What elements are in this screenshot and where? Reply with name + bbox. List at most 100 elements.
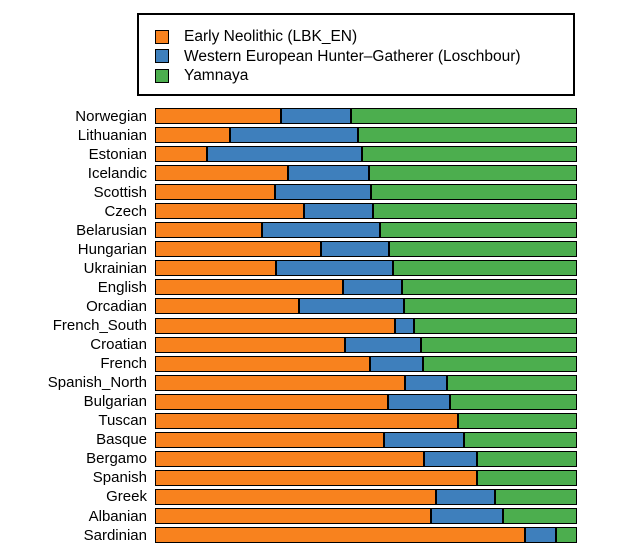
bar-segment-yamnaya (475, 451, 576, 466)
category-label: Orcadian (86, 297, 147, 315)
bar-segment-early-neolithic (156, 128, 229, 143)
bar-segment-early-neolithic (156, 528, 525, 543)
bar-segment-whg-loschbour (422, 451, 476, 466)
stacked-bar (155, 393, 577, 410)
bar-row: Spanish (0, 468, 625, 487)
stacked-bar (155, 184, 577, 201)
bar-segment-yamnaya (357, 128, 576, 143)
stacked-bar (155, 298, 577, 315)
category-label: Scottish (93, 183, 147, 201)
category-label: Lithuanian (77, 126, 147, 144)
stacked-bar (155, 127, 577, 144)
stacked-bar (155, 260, 577, 277)
bar-segment-whg-loschbour (344, 337, 420, 352)
bar-row: Bergamo (0, 449, 625, 468)
category-label: French_South (52, 317, 147, 335)
bar-row: Albanian (0, 506, 625, 525)
bar-segment-yamnaya (501, 509, 576, 523)
stacked-bar (155, 165, 577, 182)
bar-row: Icelandic (0, 164, 625, 183)
bar-row: Bulgarian (0, 392, 625, 411)
bar-segment-yamnaya (369, 185, 576, 200)
category-label: Hungarian (77, 240, 147, 258)
category-label: Sardinian (83, 526, 147, 544)
category-label: Ukrainian (83, 259, 147, 277)
stacked-bar (155, 412, 577, 429)
bar-row: Croatian (0, 335, 625, 354)
category-label: Greek (106, 488, 147, 506)
stacked-bar (155, 108, 577, 125)
bar-segment-yamnaya (554, 528, 576, 543)
bar-segment-early-neolithic (156, 109, 281, 124)
bar-segment-yamnaya (371, 204, 576, 219)
legend-swatch-yamnaya (155, 68, 169, 83)
legend: Early Neolithic (LBK_EN) Western European… (137, 13, 575, 96)
bar-row: Sardinian (0, 526, 625, 545)
category-label: Basque (96, 431, 147, 449)
stacked-bar (155, 508, 577, 524)
bar-segment-whg-loschbour (298, 299, 403, 314)
bar-row: Hungarian (0, 240, 625, 259)
bar-row: Tuscan (0, 411, 625, 430)
legend-label: Western European Hunter–Gatherer (Loschb… (184, 47, 521, 65)
legend-swatch-early-neolithic (155, 29, 169, 44)
category-label: Bergamo (86, 450, 147, 468)
stacked-bar (155, 527, 577, 544)
category-label: Estonian (88, 145, 147, 163)
bar-segment-whg-loschbour (342, 280, 401, 295)
bar-segment-early-neolithic (156, 242, 321, 257)
legend-label: Yamnaya (184, 67, 249, 84)
bar-row: Ukrainian (0, 259, 625, 278)
bar-segment-early-neolithic (156, 299, 299, 314)
bar-segment-yamnaya (448, 394, 576, 409)
bar-segment-whg-loschbour (524, 528, 555, 543)
bar-segment-early-neolithic (156, 509, 430, 523)
stacked-bar (155, 469, 577, 486)
bar-segment-whg-loschbour (260, 223, 380, 238)
stacked-bar (155, 317, 577, 334)
bar-segment-whg-loschbour (287, 166, 369, 181)
bar-segment-yamnaya (391, 261, 576, 276)
bar-row: English (0, 278, 625, 297)
category-label: Norwegian (75, 107, 147, 125)
stacked-bar (155, 431, 577, 448)
category-label: Spanish (92, 469, 147, 487)
stacked-bar (155, 374, 577, 391)
bar-segment-early-neolithic (156, 489, 435, 504)
bar-row: Basque (0, 430, 625, 449)
bar-segment-yamnaya (368, 166, 576, 181)
bar-segment-early-neolithic (156, 394, 387, 409)
bar-segment-whg-loschbour (387, 394, 449, 409)
bar-segment-whg-loschbour (382, 432, 463, 447)
bar-segment-yamnaya (402, 299, 576, 314)
stacked-bar (155, 146, 577, 163)
bar-segment-yamnaya (421, 356, 576, 371)
stacked-bar (155, 336, 577, 353)
bar-segment-yamnaya (400, 280, 576, 295)
bar-segment-yamnaya (493, 489, 576, 504)
bar-row: Orcadian (0, 297, 625, 316)
bar-segment-yamnaya (476, 470, 576, 485)
bar-segment-yamnaya (445, 375, 576, 390)
legend-swatch-whg-loschbour (155, 49, 169, 64)
bar-segment-early-neolithic (156, 356, 369, 371)
bar-segment-early-neolithic (156, 261, 276, 276)
bar-segment-early-neolithic (156, 413, 457, 428)
bar-segment-yamnaya (419, 337, 576, 352)
bar-segment-early-neolithic (156, 375, 404, 390)
category-label: Croatian (90, 336, 147, 354)
bar-row: French_South (0, 316, 625, 335)
bar-segment-early-neolithic (156, 451, 423, 466)
bar-segment-whg-loschbour (275, 261, 392, 276)
bar-segment-whg-loschbour (434, 489, 494, 504)
bar-segment-yamnaya (387, 242, 576, 257)
legend-item: Early Neolithic (LBK_EN) (155, 27, 573, 47)
bar-segment-whg-loschbour (320, 242, 388, 257)
category-label: Tuscan (98, 412, 147, 430)
bar-segment-whg-loschbour (429, 509, 502, 523)
category-label: Spanish_North (47, 374, 147, 392)
bar-segment-early-neolithic (156, 318, 394, 333)
stacked-bar (155, 241, 577, 258)
stacked-bar (155, 355, 577, 372)
